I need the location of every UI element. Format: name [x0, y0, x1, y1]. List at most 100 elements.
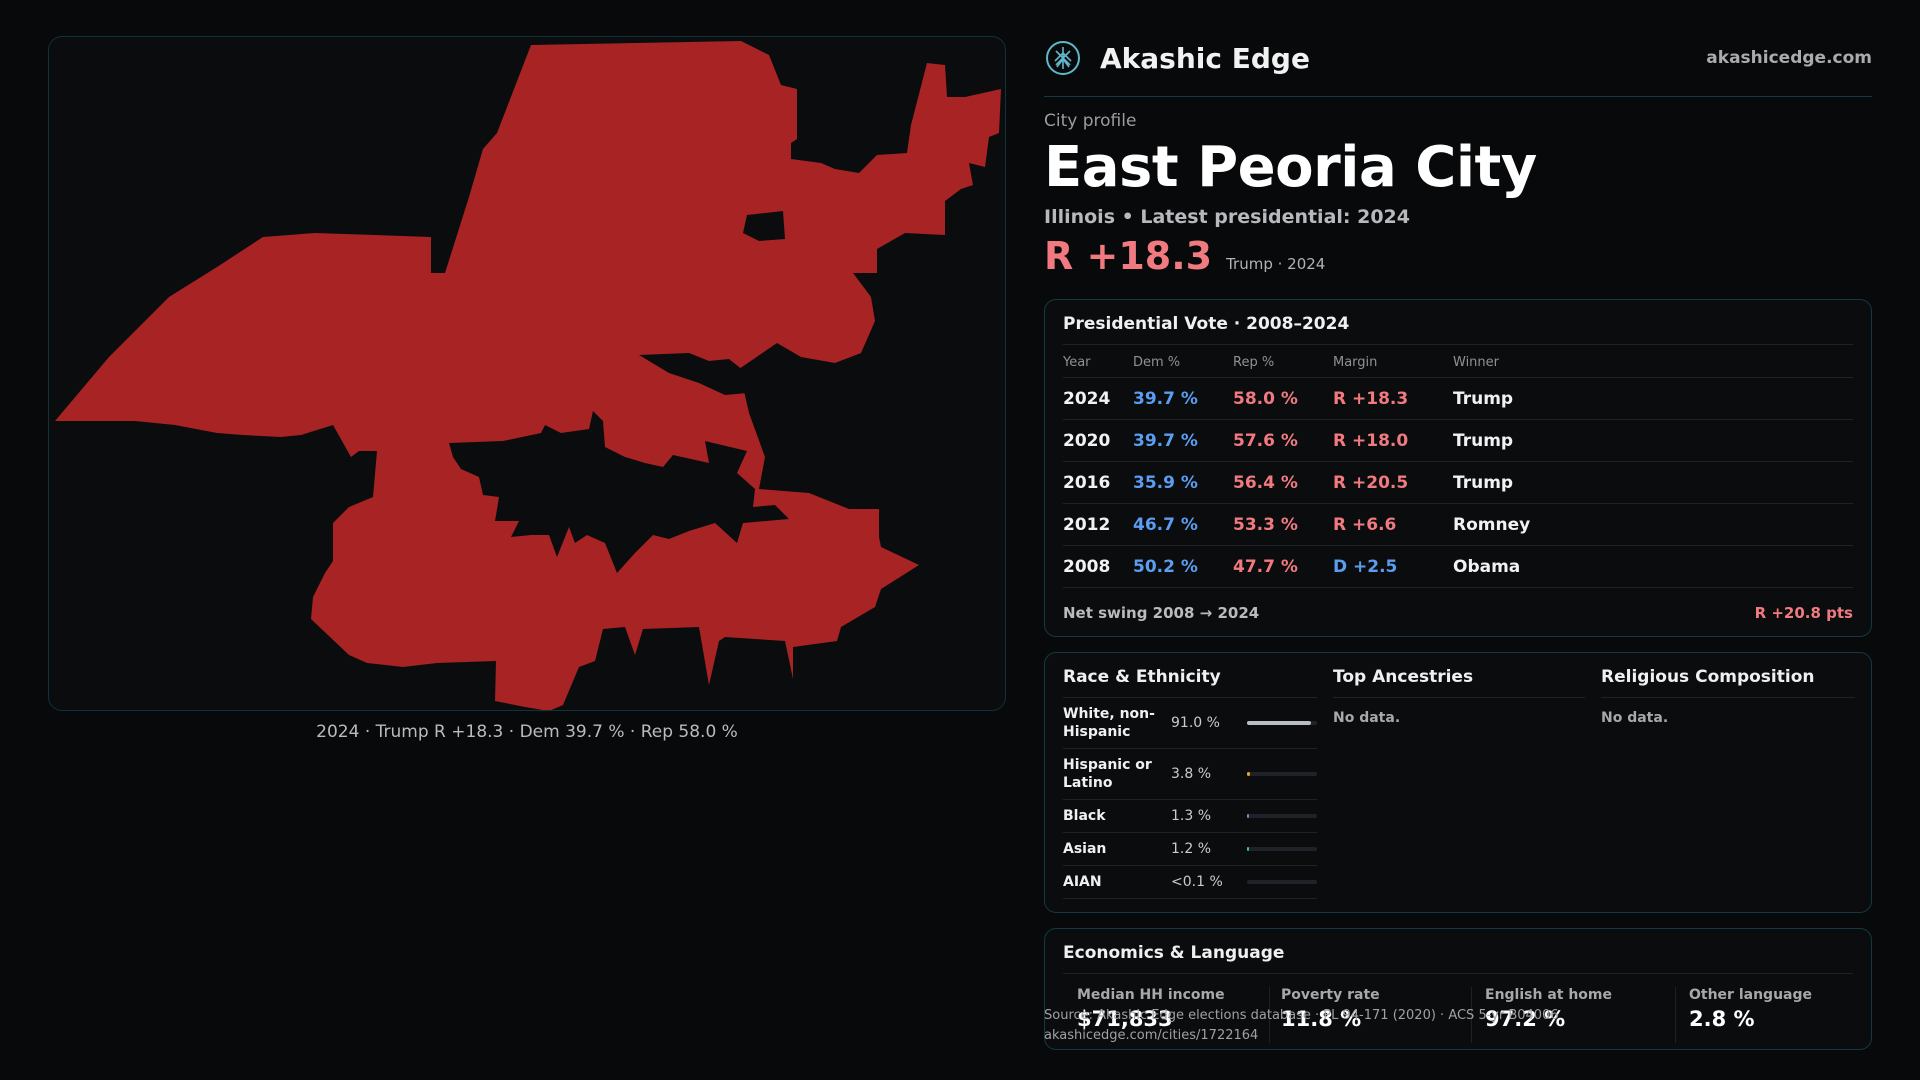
- religion-title: Religious Composition: [1601, 667, 1815, 687]
- race-name: Black: [1063, 808, 1106, 824]
- net-swing-label: Net swing 2008 → 2024: [1063, 604, 1260, 622]
- race-row: Asian 1.2 %: [1063, 833, 1317, 866]
- vote-row-2008: 2008 50.2 % 47.7 % D +2.5 Obama: [1063, 545, 1853, 588]
- stat-label: Other language: [1689, 987, 1812, 1003]
- vote-winner: Obama: [1453, 545, 1853, 588]
- stat-label: Median HH income: [1077, 987, 1225, 1003]
- ancestry-empty: No data.: [1333, 710, 1401, 726]
- stat-value: 97.2 %: [1485, 1007, 1566, 1031]
- map-cutout: [639, 353, 749, 395]
- vote-row-2020: 2020 39.7 % 57.6 % R +18.0 Trump: [1063, 419, 1853, 462]
- city-boundary-map: [55, 41, 1001, 710]
- stat-value: 11.8 %: [1281, 1007, 1362, 1031]
- vote-panel-title: Presidential Vote · 2008–2024: [1063, 314, 1350, 334]
- race-column: Race & Ethnicity White, non-Hispanic 91.0…: [1063, 653, 1317, 899]
- race-value: 1.2 %: [1171, 841, 1212, 857]
- page-subtitle: Illinois • Latest presidential: 2024: [1044, 206, 1411, 228]
- stat-divider: [1471, 987, 1472, 1043]
- vote-table: Year Dem % Rep % Margin Winner 2024 39.7 …: [1063, 349, 1853, 588]
- race-name: AIAN: [1063, 874, 1102, 890]
- vote-table-header: Year Dem % Rep % Margin Winner: [1063, 349, 1853, 378]
- vote-winner: Trump: [1453, 419, 1853, 462]
- vote-year: 2020: [1063, 419, 1133, 462]
- vote-winner: Romney: [1453, 503, 1853, 546]
- race-row: Hispanic or Latino 3.8 %: [1063, 749, 1317, 800]
- panel-divider: [1063, 344, 1853, 345]
- ancestry-column: Top Ancestries No data.: [1333, 653, 1585, 726]
- latest-margin-value: R +18.3: [1044, 234, 1213, 278]
- race-bar-fill: [1247, 721, 1311, 725]
- source-note: Source: Akashic Edge elections database …: [1044, 1006, 1559, 1046]
- profile-header: Akashic Edge akashicedge.com City profil…: [1044, 36, 1872, 278]
- vote-rep-pct: 56.4 %: [1233, 461, 1333, 504]
- column-divider: [1601, 697, 1855, 698]
- net-swing: Net swing 2008 → 2024 R +20.8 pts: [1063, 588, 1853, 622]
- economics-title: Economics & Language: [1063, 943, 1285, 963]
- stat-value: 2.8 %: [1689, 1007, 1755, 1031]
- vote-winner: Trump: [1453, 461, 1853, 504]
- race-name: Asian: [1063, 841, 1107, 857]
- vote-rep-pct: 57.6 %: [1233, 419, 1333, 462]
- col-winner: Winner: [1453, 349, 1853, 378]
- map-caption: 2024 · Trump R +18.3 · Dem 39.7 % · Rep …: [316, 722, 738, 742]
- race-bar-fill: [1247, 847, 1249, 851]
- source-line: Source: Akashic Edge elections database …: [1044, 1008, 1559, 1023]
- vote-year: 2012: [1063, 503, 1133, 546]
- vote-rep-pct: 53.3 %: [1233, 503, 1333, 546]
- vote-year: 2016: [1063, 461, 1133, 504]
- stat-poverty-rate: Poverty rate 11.8 %: [1281, 987, 1380, 1031]
- race-row: AIAN <0.1 %: [1063, 866, 1317, 899]
- race-row: White, non-Hispanic 91.0 %: [1063, 698, 1317, 749]
- column-divider: [1333, 697, 1585, 698]
- race-bar-fill: [1247, 814, 1249, 818]
- race-bar-track: [1247, 847, 1317, 851]
- panel-divider: [1063, 973, 1853, 974]
- race-bar-track: [1247, 814, 1317, 818]
- city-boundary-shape: [55, 41, 1001, 710]
- race-value: <0.1 %: [1171, 874, 1223, 890]
- stat-other-language: Other language 2.8 %: [1689, 987, 1812, 1031]
- stat-label: English at home: [1485, 987, 1613, 1003]
- stat-label: Poverty rate: [1281, 987, 1380, 1003]
- vote-dem-pct: 39.7 %: [1133, 419, 1233, 462]
- city-map[interactable]: [48, 36, 1006, 711]
- site-link[interactable]: akashicedge.com: [1706, 48, 1872, 68]
- vote-margin: R +20.5: [1333, 461, 1453, 504]
- vote-dem-pct: 39.7 %: [1133, 377, 1233, 420]
- race-bar-fill: [1247, 772, 1250, 776]
- race-value: 3.8 %: [1171, 766, 1212, 782]
- source-url[interactable]: akashicedge.com/cities/1722164: [1044, 1028, 1259, 1043]
- col-margin: Margin: [1333, 349, 1453, 378]
- vote-row-2024: 2024 39.7 % 58.0 % R +18.3 Trump: [1063, 377, 1853, 420]
- latest-margin: R +18.3 Trump · 2024: [1044, 234, 1872, 278]
- map-cutout: [563, 455, 589, 489]
- vote-rep-pct: 58.0 %: [1233, 377, 1333, 420]
- vote-year: 2008: [1063, 545, 1133, 588]
- race-value: 91.0 %: [1171, 715, 1220, 731]
- race-name: Hispanic or Latino: [1063, 757, 1152, 791]
- stat-english-at-home: English at home 97.2 %: [1485, 987, 1612, 1031]
- page-title: East Peoria City: [1044, 135, 1537, 200]
- page-kicker: City profile: [1044, 111, 1137, 131]
- vote-margin: R +18.3: [1333, 377, 1453, 420]
- stat-divider: [1675, 987, 1676, 1043]
- vote-margin: R +18.0: [1333, 419, 1453, 462]
- vote-winner: Trump: [1453, 377, 1853, 420]
- vote-margin: D +2.5: [1333, 545, 1453, 588]
- vote-rep-pct: 47.7 %: [1233, 545, 1333, 588]
- map-cutout: [689, 363, 733, 385]
- stat-divider: [1269, 987, 1270, 1043]
- header-divider: [1044, 96, 1872, 97]
- col-dem: Dem %: [1133, 349, 1233, 378]
- map-cutout: [449, 411, 789, 573]
- latest-margin-note: Trump · 2024: [1226, 255, 1326, 273]
- vote-year: 2024: [1063, 377, 1133, 420]
- ancestry-title: Top Ancestries: [1333, 667, 1474, 687]
- race-value: 1.3 %: [1171, 808, 1212, 824]
- race-list: White, non-Hispanic 91.0 % Hispanic or Lat…: [1063, 698, 1317, 899]
- vote-dem-pct: 50.2 %: [1133, 545, 1233, 588]
- col-rep: Rep %: [1233, 349, 1333, 378]
- demographics-panel: Race & Ethnicity White, non-Hispanic 91.0…: [1044, 652, 1872, 913]
- race-name: White, non-Hispanic: [1063, 706, 1155, 740]
- race-bar-track: [1247, 880, 1317, 884]
